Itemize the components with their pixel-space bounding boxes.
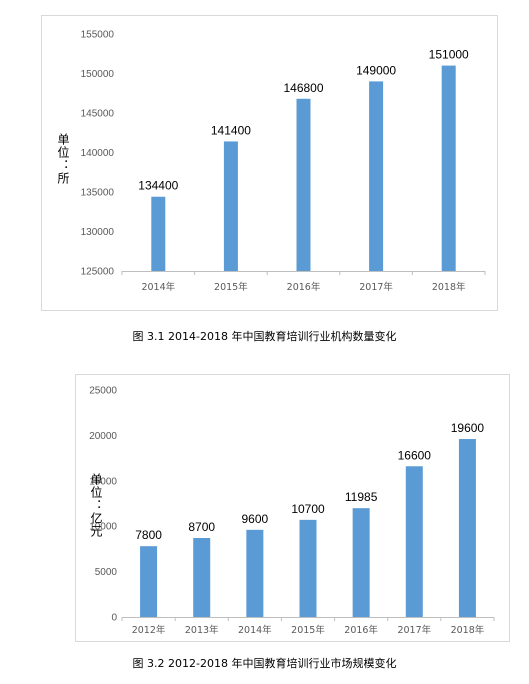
y-tick-label: 145000 xyxy=(81,109,115,120)
x-tick-label: 2017年 xyxy=(359,281,393,293)
y-tick-label: 20000 xyxy=(89,431,117,442)
chart-1: 125000 130000 135000 140000 145000 150000 1550… xyxy=(41,15,498,311)
y-tick-label: 125000 xyxy=(81,267,115,278)
data-label: 11985 xyxy=(345,490,378,504)
bar xyxy=(223,141,238,271)
chart-2-plot: 0 5000 10000 15000 20000 25000 7800 2012年 8700 20… xyxy=(89,386,495,636)
bar xyxy=(193,538,211,617)
data-label: 146800 xyxy=(283,81,323,95)
bar xyxy=(405,466,423,617)
data-label: 19600 xyxy=(451,421,485,435)
x-tick-label: 2018年 xyxy=(451,624,485,636)
x-tick-label: 2012年 xyxy=(132,624,166,636)
chart-2-caption: 图 3.2 2012-2018 年中国教育培训行业市场规模变化 xyxy=(132,657,397,670)
bar xyxy=(369,81,384,272)
chart-1-caption: 图 3.1 2014-2018 年中国教育培训行业机构数量变化 xyxy=(132,330,397,343)
x-tick-label: 2015年 xyxy=(214,281,248,293)
x-tick-label: 2014年 xyxy=(238,624,272,636)
x-tick-label: 2017年 xyxy=(397,624,431,636)
y-tick-label: 0 xyxy=(111,613,117,624)
bar xyxy=(140,546,158,617)
bar xyxy=(299,519,317,617)
chart-2-unit-label: 单位：亿元 xyxy=(89,473,103,538)
bar xyxy=(151,196,166,271)
y-tick-label: 135000 xyxy=(81,188,115,199)
x-tick-label: 2016年 xyxy=(287,281,321,293)
x-tick-label: 2016年 xyxy=(344,624,378,636)
bar xyxy=(441,65,456,271)
x-tick-label: 2013年 xyxy=(185,624,219,636)
bar xyxy=(458,439,476,617)
data-label: 151000 xyxy=(429,48,469,62)
bar xyxy=(246,529,264,617)
chart-2: 0 5000 10000 15000 20000 25000 7800 2012年 8700 20… xyxy=(75,374,510,642)
data-label: 134400 xyxy=(138,179,178,193)
y-tick-label: 10000 xyxy=(89,522,117,533)
chart-1-plot: 125000 130000 135000 140000 145000 150000 1550… xyxy=(81,30,486,293)
data-label: 149000 xyxy=(356,63,396,77)
chart-1-unit-label: 单位：所 xyxy=(56,133,70,185)
y-tick-label: 155000 xyxy=(81,30,115,41)
y-tick-label: 140000 xyxy=(81,148,115,159)
x-tick-label: 2018年 xyxy=(432,281,466,293)
y-tick-label: 5000 xyxy=(95,567,118,578)
bar xyxy=(352,508,370,617)
data-label: 141400 xyxy=(211,123,251,137)
bar xyxy=(296,98,311,271)
data-label: 7800 xyxy=(135,528,162,542)
y-tick-label: 150000 xyxy=(81,69,115,80)
y-tick-label: 130000 xyxy=(81,227,115,238)
x-tick-label: 2015年 xyxy=(291,624,325,636)
x-tick-label: 2014年 xyxy=(141,281,175,293)
data-label: 8700 xyxy=(188,520,215,534)
y-tick-label: 25000 xyxy=(89,386,117,397)
y-tick-label: 15000 xyxy=(89,476,117,487)
data-label: 16600 xyxy=(398,448,432,462)
data-label: 9600 xyxy=(242,512,269,526)
data-label: 10700 xyxy=(291,502,325,516)
